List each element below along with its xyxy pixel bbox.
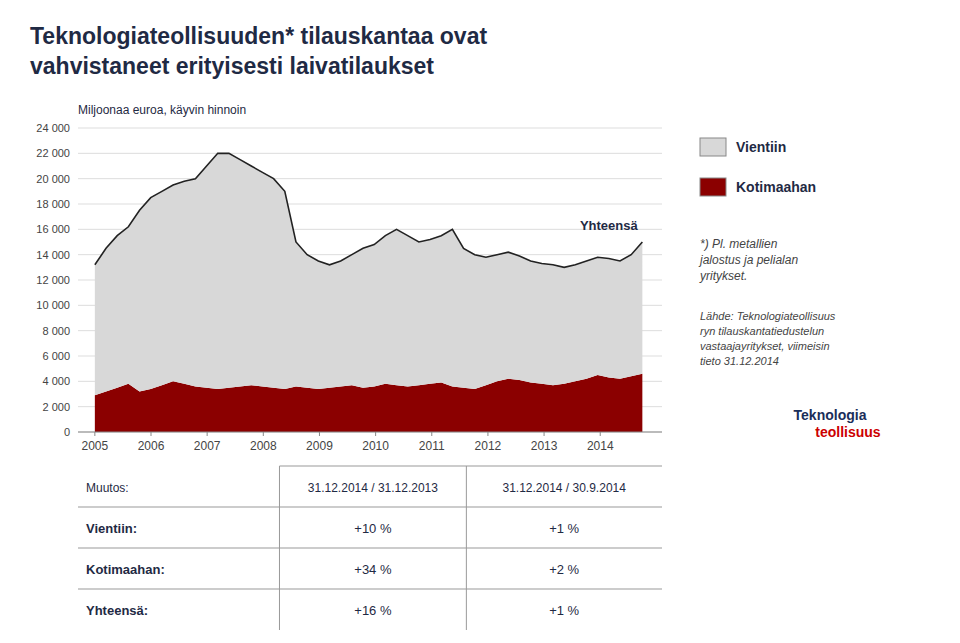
logo-text: teollisuus xyxy=(815,424,881,440)
legend-swatch xyxy=(700,138,726,156)
text-line: *) Pl. metallien xyxy=(700,237,778,251)
x-tick-label: 2014 xyxy=(587,439,614,453)
table: Muutos: 31.12.2014 / 31.12.2013 31.12.2014… xyxy=(78,466,662,630)
table-rule xyxy=(78,507,662,508)
text-line: vastaajayritykset, viimeisin xyxy=(700,340,830,352)
y-tick-label: 22 000 xyxy=(36,147,70,159)
x-tick-label: 2011 xyxy=(419,439,445,453)
text-line: Lähde: Teknologiateollisuus xyxy=(700,310,836,322)
x-tick xyxy=(263,432,264,436)
x-tick-label: 2007 xyxy=(194,439,221,453)
x-tick-label: 2010 xyxy=(362,439,389,453)
x-tick-label: 2008 xyxy=(250,439,277,453)
table-header: 31.12.2014 / 31.12.2013 xyxy=(308,481,438,495)
x-tick xyxy=(600,432,601,436)
table-cell: +34 % xyxy=(354,562,392,577)
x-tick xyxy=(375,432,376,436)
subtitle: Miljoonaa euroa, käyvin hinnoin xyxy=(78,103,246,117)
table-rule xyxy=(279,466,280,630)
y-tick-label: 16 000 xyxy=(36,223,70,235)
title: Teknologiateollisuuden* tilauskantaa ova… xyxy=(30,23,487,79)
table-cell: Yhteensä: xyxy=(86,603,148,618)
x-axis-line xyxy=(78,432,662,433)
legend-swatch xyxy=(700,178,726,196)
x-tick xyxy=(487,432,488,436)
legend: Vientiin Kotimaahan xyxy=(700,138,816,196)
grid-line xyxy=(78,178,662,179)
grid-line xyxy=(78,128,662,129)
y-tick-label: 12 000 xyxy=(36,274,70,286)
table-header: 31.12.2014 / 30.9.2014 xyxy=(502,481,626,495)
area xyxy=(95,153,643,395)
y-tick-label: 18 000 xyxy=(36,198,70,210)
line-label: Yhteensä xyxy=(580,218,639,233)
data-layer xyxy=(95,153,643,432)
table-rule xyxy=(78,548,662,549)
text-line: jalostus ja pelialan xyxy=(698,253,798,267)
chart-svg: Teknologiateollisuuden* tilauskantaa ova… xyxy=(0,0,960,643)
y-tick-label: 24 000 xyxy=(36,122,70,134)
y-tick-label: 0 xyxy=(64,426,70,438)
text-line: yritykset. xyxy=(699,269,747,283)
y-tick-label: 20 000 xyxy=(36,173,70,185)
table-cell: +10 % xyxy=(354,521,392,536)
chart-container: Teknologiateollisuuden* tilauskantaa ova… xyxy=(0,0,960,643)
x-tick xyxy=(544,432,545,436)
legend-label: Kotimaahan xyxy=(736,179,816,195)
x-tick-label: 2006 xyxy=(138,439,165,453)
y-tick-label: 2 000 xyxy=(42,401,70,413)
footnote: *) Pl. metallien jalostus ja pelialan yrit… xyxy=(698,237,798,283)
table-cell: +1 % xyxy=(549,603,579,618)
y-tick-label: 4 000 xyxy=(42,375,70,387)
logo-text: Teknologia xyxy=(794,407,867,423)
source: Lähde: Teknologiateollisuus ryn tilauskan… xyxy=(700,310,836,367)
grid-line xyxy=(78,432,662,433)
y-tick-label: 10 000 xyxy=(36,299,70,311)
y-tick-label: 6 000 xyxy=(42,350,70,362)
grid-line xyxy=(78,153,662,154)
text-line: ryn tilauskantatiedustelun xyxy=(700,325,824,337)
x-tick xyxy=(319,432,320,436)
table-cell: +2 % xyxy=(549,562,579,577)
x-tick xyxy=(151,432,152,436)
table-cell: +1 % xyxy=(549,521,579,536)
text-line: vahvistaneet erityisesti laivatilaukset xyxy=(30,53,434,79)
table-cell: Kotimaahan: xyxy=(86,562,165,577)
x-tick-label: 2013 xyxy=(531,439,558,453)
table-cell: Vientiin: xyxy=(86,521,137,536)
table-rule xyxy=(466,466,467,630)
table-rule xyxy=(78,589,662,590)
legend-label: Vientiin xyxy=(736,139,786,155)
text-line: Teknologiateollisuuden* tilauskantaa ova… xyxy=(30,23,487,49)
x-tick-label: 2009 xyxy=(306,439,333,453)
table-cell: +16 % xyxy=(354,603,392,618)
x-tick-label: 2005 xyxy=(81,439,108,453)
text-line: tieto 31.12.2014 xyxy=(700,355,779,367)
table-rule xyxy=(279,466,662,467)
x-tick-label: 2012 xyxy=(475,439,502,453)
x-tick xyxy=(94,432,95,436)
x-tick xyxy=(207,432,208,436)
y-tick-label: 14 000 xyxy=(36,249,70,261)
table-header: Muutos: xyxy=(86,481,129,495)
total-line xyxy=(95,153,643,267)
x-tick xyxy=(431,432,432,436)
y-tick-label: 8 000 xyxy=(42,325,70,337)
grid xyxy=(78,128,662,432)
